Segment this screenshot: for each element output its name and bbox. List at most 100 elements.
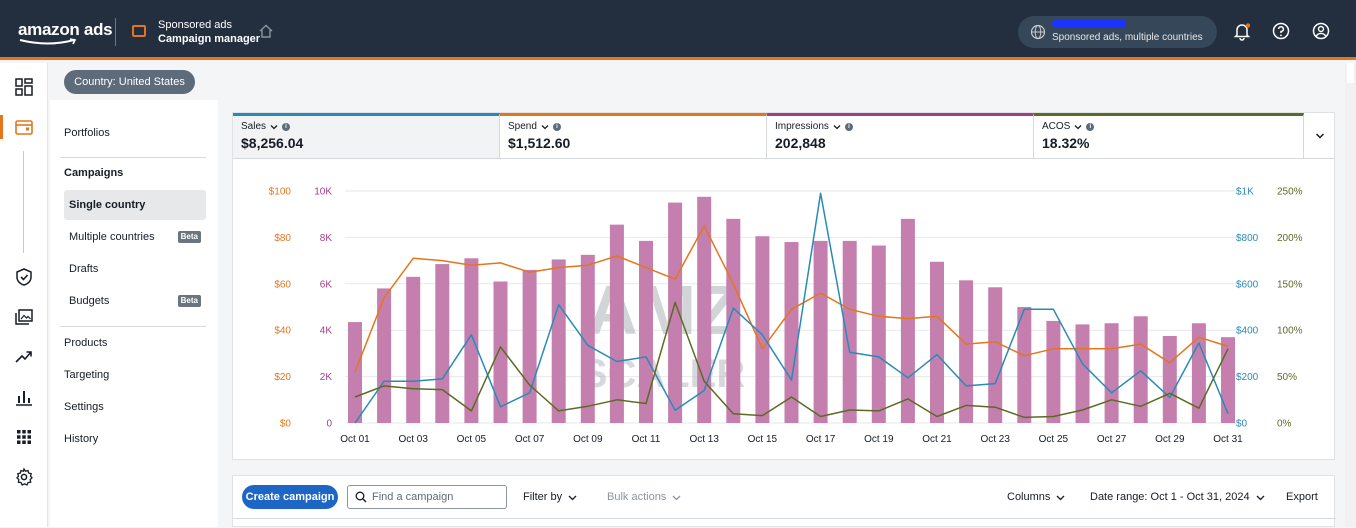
menu-drafts[interactable]: Drafts (64, 254, 206, 284)
filter-by-label: Filter by (523, 491, 563, 503)
bulk-actions-button[interactable]: Bulk actions (607, 491, 681, 503)
impressions-bar (900, 218, 915, 423)
account-scope: Sponsored ads, multiple countries (1052, 32, 1203, 43)
media-library-icon[interactable] (14, 307, 34, 327)
info-icon[interactable]: i (282, 122, 291, 131)
sales-axis-tick: $600 (1236, 279, 1259, 290)
globe-icon (1030, 24, 1046, 40)
search-input[interactable] (372, 489, 502, 505)
menu-multiple-countries[interactable]: Multiple countries Beta (64, 222, 206, 252)
beta-badge: Beta (177, 295, 201, 307)
sales-axis-tick: $0 (1236, 419, 1248, 430)
home-icon[interactable] (259, 24, 273, 38)
campaign-table-toolbar: Create campaign Filter by Bulk actions C… (232, 475, 1336, 527)
top-bar: amazon ads Sponsored ads Campaign manage… (0, 0, 1356, 60)
impressions-bar (377, 288, 392, 423)
amazon-smile-icon (19, 38, 77, 45)
campaign-search[interactable] (347, 485, 507, 509)
menu-history[interactable]: History (64, 433, 99, 445)
metric-value: $1,512.60 (508, 135, 571, 151)
user-icon[interactable] (1311, 21, 1331, 41)
spend-axis-tick: $80 (274, 233, 291, 244)
impressions-bar (1221, 337, 1235, 423)
chevron-down-icon (1256, 495, 1265, 500)
bulk-actions-label: Bulk actions (607, 491, 667, 503)
gear-icon[interactable] (14, 467, 34, 487)
menu-drafts-label: Drafts (69, 263, 99, 275)
menu-settings[interactable]: Settings (64, 401, 104, 413)
info-icon[interactable]: i (844, 122, 853, 131)
impressions-bar (435, 264, 450, 423)
apps-grid-icon[interactable] (14, 427, 34, 447)
sales-axis-tick: $400 (1236, 326, 1259, 337)
menu-budgets[interactable]: Budgets Beta (64, 286, 206, 316)
scrollbar-thumb[interactable] (1347, 63, 1354, 83)
date-range-button[interactable]: Date range: Oct 1 - Oct 31, 2024 (1090, 491, 1265, 503)
country-selector[interactable]: Country: United States (64, 70, 195, 94)
chevron-down-icon[interactable] (1074, 123, 1082, 131)
x-axis-tick: Oct 07 (515, 434, 545, 445)
menu-separator (60, 326, 206, 327)
page-scrollbar[interactable] (1345, 63, 1356, 527)
metrics-expand-toggle[interactable] (1304, 113, 1335, 159)
impressions-axis-tick: 6K (320, 279, 333, 290)
menu-portfolios[interactable]: Portfolios (64, 127, 110, 139)
impressions-axis-tick: 10K (314, 187, 332, 198)
metric-tile-spend[interactable]: Spend i $1,512.60 (500, 113, 767, 159)
bell-icon[interactable] (1232, 21, 1252, 41)
acos-axis-tick: 50% (1277, 372, 1297, 383)
impressions-axis-tick: 8K (320, 233, 333, 244)
metric-value: $8,256.04 (241, 135, 304, 151)
menu-multiple-countries-label: Multiple countries (69, 231, 155, 243)
spend-line (354, 225, 1229, 373)
chevron-down-icon[interactable] (833, 123, 841, 131)
menu-single-country-label: Single country (69, 199, 146, 211)
x-axis-tick: Oct 21 (922, 434, 952, 445)
chevron-down-icon[interactable] (270, 123, 278, 131)
metric-tile-impressions[interactable]: Impressions i 202,848 (767, 113, 1034, 159)
x-axis-tick: Oct 23 (980, 434, 1010, 445)
impressions-axis-tick: 2K (320, 372, 333, 383)
metric-label: Impressions (775, 121, 829, 132)
spend-axis-tick: $100 (269, 187, 292, 198)
info-icon[interactable]: i (552, 122, 561, 131)
menu-products[interactable]: Products (64, 337, 108, 349)
chevron-down-icon[interactable] (541, 123, 549, 131)
columns-button[interactable]: Columns (1007, 491, 1065, 503)
metric-tile-acos[interactable]: ACOS i 18.32% (1034, 113, 1304, 159)
campaign-manager-nav-icon[interactable] (14, 117, 34, 137)
product-subtitle: Campaign manager (158, 33, 261, 45)
impressions-bar (348, 322, 362, 423)
impressions-bar (551, 259, 566, 423)
metric-tile-sales[interactable]: Sales i $8,256.04 (233, 113, 500, 159)
info-icon[interactable]: i (1086, 122, 1095, 131)
shield-icon[interactable] (14, 267, 34, 287)
side-icon-nav (0, 63, 48, 527)
trending-up-icon[interactable] (14, 347, 34, 367)
filter-by-button[interactable]: Filter by (523, 491, 577, 503)
impressions-bar (580, 254, 595, 423)
dashboard-icon[interactable] (14, 77, 34, 97)
impressions-bar (726, 218, 741, 423)
x-axis-tick: Oct 11 (632, 434, 661, 445)
menu-single-country[interactable]: Single country (64, 190, 206, 220)
create-campaign-button[interactable]: Create campaign (242, 485, 338, 509)
sales-axis-tick: $1K (1236, 187, 1254, 198)
export-button[interactable]: Export (1286, 491, 1318, 503)
acos-axis-tick: 150% (1277, 279, 1303, 290)
metric-value: 202,848 (775, 135, 826, 151)
amazon-ads-logo[interactable]: amazon ads (18, 20, 113, 39)
chevron-down-icon (672, 495, 681, 500)
acos-axis-tick: 100% (1277, 326, 1303, 337)
menu-campaigns[interactable]: Campaigns (64, 167, 124, 179)
help-icon[interactable] (1271, 21, 1291, 41)
search-icon (355, 491, 367, 503)
menu-targeting[interactable]: Targeting (64, 369, 110, 381)
x-axis-tick: Oct 05 (457, 434, 487, 445)
export-label: Export (1286, 491, 1318, 503)
sales-axis-tick: $800 (1236, 233, 1259, 244)
bar-chart-icon[interactable] (14, 387, 34, 407)
columns-label: Columns (1007, 491, 1051, 503)
impressions-axis-tick: 0 (326, 419, 332, 430)
chevron-down-icon (1315, 133, 1325, 139)
